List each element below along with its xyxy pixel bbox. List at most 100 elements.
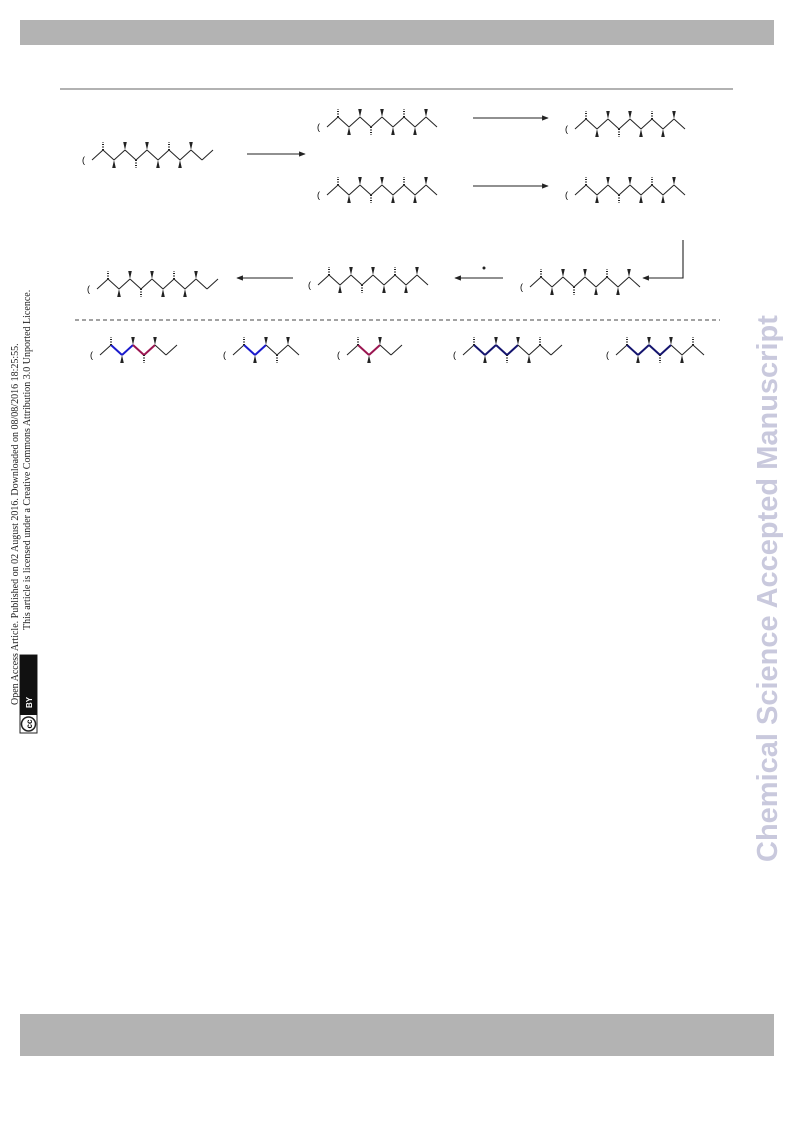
badge-cc: cc	[25, 719, 34, 728]
wedge-methyl	[415, 267, 419, 275]
wedge-methyl	[413, 127, 417, 135]
sidebar: Open Access Article. Published on 02 Aug…	[10, 290, 33, 705]
bond	[618, 118, 631, 130]
bond	[337, 116, 350, 128]
sidebar-line: Open Access Article. Published on 02 Aug…	[10, 343, 21, 705]
bond	[637, 344, 650, 356]
wedge-methyl	[561, 269, 565, 277]
wedge-methyl	[131, 337, 135, 345]
wedge-methyl	[424, 109, 428, 117]
wedge-methyl	[178, 160, 182, 168]
bond	[403, 184, 416, 196]
bracket: (	[520, 282, 523, 292]
license-badge: cc BY	[19, 654, 38, 734]
badge-by: BY	[25, 696, 34, 708]
bond	[317, 274, 330, 286]
bond	[129, 278, 142, 290]
bond	[574, 118, 587, 130]
wedge-methyl	[382, 285, 386, 293]
wedge-methyl	[338, 285, 342, 293]
bond	[348, 184, 361, 196]
bond	[326, 184, 339, 196]
wedge-methyl	[594, 287, 598, 295]
bracket: (	[308, 280, 311, 290]
bond	[607, 118, 620, 130]
wedge-methyl	[583, 269, 587, 277]
bond	[165, 344, 178, 356]
wedge-methyl	[494, 337, 498, 345]
bond	[124, 149, 137, 161]
bond	[190, 149, 203, 161]
wedge-methyl	[550, 287, 554, 295]
wedge-methyl	[404, 285, 408, 293]
bond	[692, 344, 705, 356]
bond	[107, 278, 120, 290]
wedge-methyl	[672, 111, 676, 119]
wedge-methyl	[189, 142, 193, 150]
bond	[462, 344, 475, 356]
dot	[482, 266, 486, 270]
wedge-methyl	[156, 160, 160, 168]
bond	[206, 278, 219, 290]
bond	[403, 116, 416, 128]
wedge-methyl	[145, 142, 149, 150]
wedge-methyl	[194, 271, 198, 279]
bond	[339, 274, 352, 286]
wedge-methyl	[616, 287, 620, 295]
bond	[135, 149, 148, 161]
wedge-methyl	[595, 129, 599, 137]
bond	[585, 118, 598, 130]
bond	[383, 274, 396, 286]
bond	[140, 278, 153, 290]
bond	[361, 274, 374, 286]
bond	[232, 344, 245, 356]
bond	[539, 344, 552, 356]
wedge-methyl	[253, 355, 257, 363]
wedge-methyl	[347, 127, 351, 135]
wedge-methyl	[150, 271, 154, 279]
bond	[121, 344, 134, 356]
bracket: (	[565, 124, 568, 134]
bond	[416, 274, 429, 286]
bond	[132, 344, 145, 356]
bond	[243, 344, 256, 356]
wedge-methyl	[636, 355, 640, 363]
bond	[484, 344, 497, 356]
bond	[662, 118, 675, 130]
wedge-methyl	[669, 337, 673, 345]
bond	[379, 344, 392, 356]
wedge-methyl	[606, 177, 610, 185]
bond	[574, 184, 587, 196]
bond	[529, 276, 542, 288]
wedge-methyl	[120, 355, 124, 363]
bond	[110, 344, 123, 356]
wedge-methyl	[606, 111, 610, 119]
wedge-methyl	[117, 289, 121, 297]
bond	[368, 344, 381, 356]
bond	[618, 184, 631, 196]
wedge-methyl	[391, 127, 395, 135]
bond	[414, 184, 427, 196]
bond	[596, 118, 609, 130]
bond	[179, 149, 192, 161]
bond	[265, 344, 278, 356]
bond	[276, 344, 289, 356]
bond	[659, 344, 672, 356]
bond	[414, 116, 427, 128]
bracket: (	[87, 284, 90, 294]
bond	[629, 118, 642, 130]
bond	[595, 276, 608, 288]
bond	[392, 116, 405, 128]
wedge-methyl	[639, 195, 643, 203]
bond	[201, 149, 214, 161]
bond	[607, 184, 620, 196]
bond	[640, 184, 653, 196]
bracket: (	[606, 350, 609, 360]
bond	[359, 184, 372, 196]
bond	[357, 344, 370, 356]
bond	[606, 276, 619, 288]
wedge-methyl	[391, 195, 395, 203]
bond	[584, 276, 597, 288]
bond	[99, 344, 112, 356]
bond	[425, 116, 438, 128]
